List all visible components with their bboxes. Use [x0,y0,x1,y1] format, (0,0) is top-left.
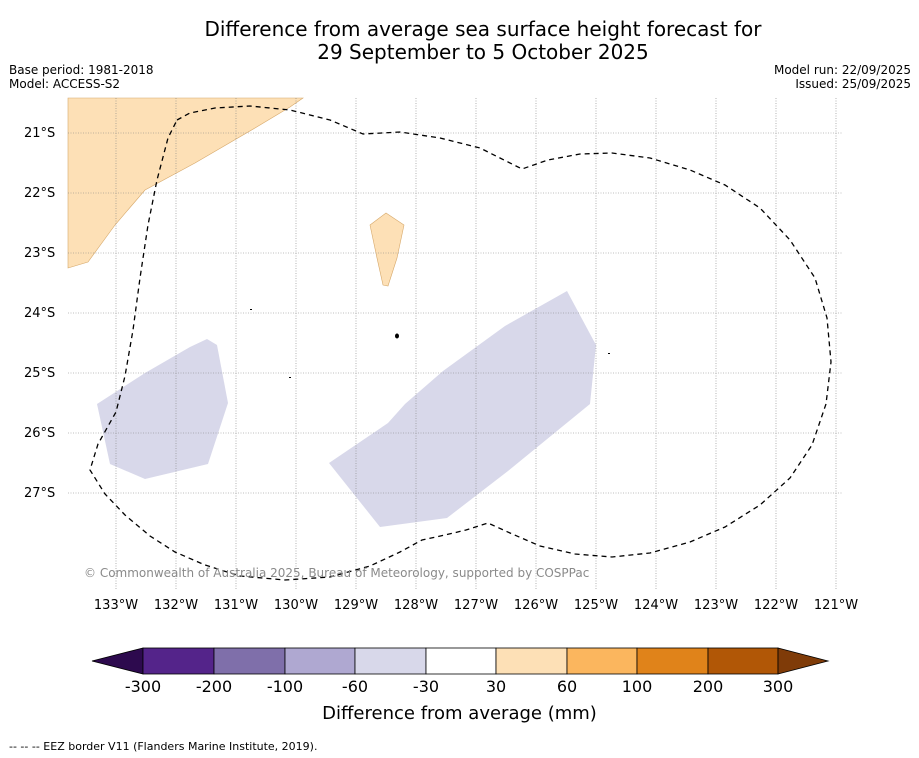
chart-title-line2: 29 September to 5 October 2025 [317,40,649,64]
lat-label-23s: 23°S [24,246,56,261]
lat-label-25s: 25°S [24,366,56,381]
eez-footnote: -- -- -- EEZ border V11 (Flanders Marine… [9,740,318,753]
colorbar-tick: -200 [195,677,233,696]
copyright-text: © Commonwealth of Australia 2025, Bureau… [84,566,590,580]
colorbar-tick: -300 [124,677,162,696]
lat-label-27s: 27°S [24,486,56,501]
island-marker [608,353,610,354]
lon-label-128w: 128°W [393,598,439,613]
colorbar-segment [566,647,638,675]
colorbar-tick: -30 [412,677,440,696]
chart-title: Difference from average sea surface heig… [0,18,919,64]
lon-label-127w: 127°W [453,598,499,613]
colorbar-segment [142,647,215,675]
colorbar-tick: 100 [621,677,653,696]
meta-right: Model run: 22/09/2025 Issued: 25/09/2025 [774,63,911,91]
colorbar-tick: 200 [692,677,724,696]
lon-label-126w: 126°W [513,598,559,613]
longitude-gridlines [115,98,837,590]
model-text: Model: ACCESS-S2 [9,77,121,91]
colorbar-extend-high [777,647,830,675]
lon-label-122w: 122°W [753,598,799,613]
colorbar-segment [425,647,497,675]
colorbar-tick: -60 [341,677,369,696]
map-plot [67,97,843,590]
colorbar-extend-low [91,647,144,675]
colorbar-tick: -100 [266,677,304,696]
chart-title-line1: Difference from average sea surface heig… [204,17,762,41]
positive-anomaly-region-center [369,212,405,287]
lon-label-123w: 123°W [693,598,739,613]
negative-anomaly-region-west [97,339,228,479]
colorbar-segment [354,647,427,675]
lat-label-26s: 26°S [24,426,56,441]
lat-label-22s: 22°S [24,186,56,201]
colorbar-tick: 30 [485,677,507,696]
positive-anomaly-region-northwest [67,97,304,269]
colorbar-segment [636,647,709,675]
islands [250,309,610,378]
lon-label-121w: 121°W [813,598,859,613]
island-marker [395,333,399,339]
lon-label-131w: 131°W [213,598,259,613]
lon-label-132w: 132°W [153,598,199,613]
lat-label-21s: 21°S [24,126,56,141]
negative-anomaly-region-central [329,291,596,527]
issued-text: Issued: 25/09/2025 [795,77,911,91]
lon-label-125w: 125°W [573,598,619,613]
lon-label-133w: 133°W [93,598,139,613]
island-marker [289,377,291,378]
colorbar-segment [213,647,286,675]
lat-label-24s: 24°S [24,306,56,321]
base-period-text: Base period: 1981-2018 [9,63,154,77]
colorbar-tick: 60 [556,677,578,696]
latitude-gridlines [68,132,843,494]
island-marker [250,309,252,310]
lon-label-124w: 124°W [633,598,679,613]
lon-label-130w: 130°W [273,598,319,613]
colorbar-label: Difference from average (mm) [322,703,597,724]
colorbar-tick: 300 [762,677,794,696]
colorbar-segment [495,647,568,675]
colorbar-segment [284,647,356,675]
colorbar-segment [707,647,779,675]
meta-left: Base period: 1981-2018 Model: ACCESS-S2 [9,63,154,91]
model-run-text: Model run: 22/09/2025 [773,63,911,77]
lon-label-129w: 129°W [333,598,379,613]
